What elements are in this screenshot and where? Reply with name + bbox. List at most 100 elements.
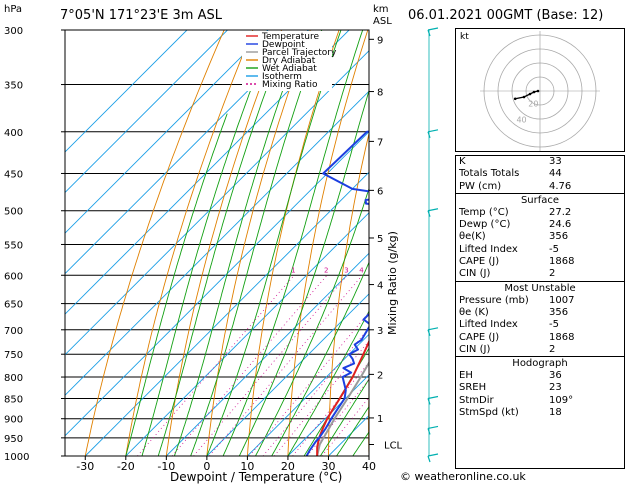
pressure-tick-label: 350 <box>4 81 23 92</box>
hodograph-ring-label: 20 <box>528 100 538 109</box>
indices-table: K 33 Totals Totals 44 PW (cm) 4.76 Surface … <box>455 155 625 469</box>
pressure-tick-label: 500 <box>4 207 23 218</box>
surface-section: Surface Temp (°C) 27.2 Dewp (°C) 24.6 θe(K… <box>456 192 624 281</box>
mu-row: θe (K) 356 <box>459 306 569 318</box>
mixing-ratio-label: 2 <box>324 266 328 274</box>
temperature-series-line <box>316 339 369 456</box>
temperature-tick-label: 30 <box>321 460 335 473</box>
wet-adiabat-line <box>141 89 252 456</box>
hodograph-ring-label: 40 <box>516 115 526 124</box>
mu-row: CIN (J) 2 <box>459 343 556 355</box>
pressure-tick-label: 850 <box>4 394 23 405</box>
km-tick-label: 4 <box>377 281 383 292</box>
pressure-tick-label: 650 <box>4 300 23 311</box>
wet-adiabat-line <box>173 41 301 456</box>
pressure-tick-label: 700 <box>4 326 23 337</box>
summary-row-pw: PW (cm) 4.76 <box>459 180 572 192</box>
wet-adiabat-line <box>336 405 369 456</box>
wind-barb-icon <box>427 395 439 405</box>
hodograph-point <box>532 90 536 94</box>
most-unstable-title: Most Unstable <box>504 282 576 294</box>
wind-barb-icon <box>427 327 439 336</box>
x-axis-label: Dewpoint / Temperature (°C) <box>170 470 342 484</box>
wet-adiabat-line <box>157 63 277 456</box>
date-title: 06.01.2021 00GMT (Base: 12) <box>408 8 603 23</box>
surface-row: CAPE (J) 1868 <box>459 256 575 268</box>
isotherm-line <box>287 374 369 456</box>
wind-barb-icon <box>427 453 439 463</box>
legend-entry-label: Parcel Trajectory <box>262 48 337 58</box>
hodograph-panel: kt 20 40 <box>455 28 625 152</box>
hpa-unit-label: hPa <box>4 4 22 15</box>
dewpoint-series-line <box>305 130 369 456</box>
wet-adiabat-line <box>190 30 323 456</box>
wind-barb-icon <box>427 208 439 217</box>
legend-entry-label: Dewpoint <box>262 40 305 50</box>
mixing-ratio-label: 16 <box>438 266 447 274</box>
temperature-tick-label: 0 <box>203 460 210 473</box>
mixing-ratio-label: 3 <box>344 266 348 274</box>
wind-barb-icon <box>427 27 439 37</box>
isotherm-line <box>65 30 309 275</box>
dry-adiabat-line <box>125 30 254 456</box>
surface-title: Surface <box>520 194 560 206</box>
hodograph-title: Hodograph <box>512 358 568 370</box>
surface-row: CIN (J) 2 <box>459 268 556 280</box>
pressure-tick-label: 400 <box>4 128 23 139</box>
hodo-row: StmDir 109° <box>459 394 574 406</box>
pressure-tick-label: 900 <box>4 415 23 426</box>
legend-box <box>242 31 332 91</box>
isotherm-line <box>206 293 369 456</box>
legend-entry-label: Temperature <box>261 32 319 42</box>
hodograph-point <box>513 97 517 101</box>
mixing-ratio-axis-label: Mixing Ratio (g/kg) <box>386 231 399 335</box>
legend-entry-label: Dry Adiabat <box>262 56 316 66</box>
wet-adiabat-line <box>255 187 369 456</box>
summary-row-totals: Totals Totals 44 <box>459 168 562 180</box>
dry-adiabat-line <box>84 30 225 456</box>
hodo-row: StmSpd (kt) 18 <box>459 407 562 419</box>
km-tick-label: 3 <box>377 326 383 337</box>
mixing-ratio-label: 8 <box>410 266 414 274</box>
temperature-tick-label: 20 <box>281 460 295 473</box>
km-tick-label: 5 <box>377 234 383 245</box>
dry-adiabat-line <box>246 30 340 456</box>
asl-unit-label: ASL <box>373 16 392 27</box>
isotherm-line <box>247 333 369 456</box>
km-tick-label: 8 <box>377 88 383 99</box>
pressure-tick-label: 950 <box>4 434 23 445</box>
mixing-ratio-label: 10 <box>420 266 429 274</box>
summary-row-k: K 33 <box>459 156 562 167</box>
km-tick-label: 6 <box>377 186 383 197</box>
dry-adiabat-line <box>165 30 283 456</box>
dry-adiabat-line <box>206 30 311 456</box>
pressure-tick-label: 550 <box>4 240 23 251</box>
dry-adiabat-line <box>328 131 369 456</box>
most-unstable-section: Most Unstable Pressure (mb) 1007 θe (K) 35… <box>456 280 624 356</box>
legend-entry-label: Wet Adiabat <box>262 64 317 74</box>
surface-row: Lifted Index -5 <box>459 243 559 255</box>
temperature-tick-label: -30 <box>76 460 94 473</box>
hodograph-point <box>536 89 540 93</box>
isotherm-line <box>65 30 350 315</box>
km-tick-label: 7 <box>377 137 383 148</box>
hodo-row: EH 36 <box>459 370 562 382</box>
wet-adiabat-line <box>320 378 369 456</box>
temperature-tick-label: 40 <box>362 460 376 473</box>
mu-row: Pressure (mb) 1007 <box>459 294 575 306</box>
pressure-tick-label: 1000 <box>4 452 29 463</box>
pressure-tick-label: 800 <box>4 373 23 384</box>
pressure-tick-label: 300 <box>4 26 23 37</box>
hodograph-section: Hodograph EH 36 SREH 23 StmDir 109° StmSpd … <box>456 356 624 419</box>
mixing-ratio-line <box>171 275 328 456</box>
footer-credit: © weatheronline.co.uk <box>400 470 526 483</box>
pressure-tick-label: 450 <box>4 169 23 180</box>
mixing-ratio-label: 4 <box>359 266 364 274</box>
surface-row: Temp (°C) 27.2 <box>459 206 572 218</box>
pressure-tick-label: 600 <box>4 271 23 282</box>
hodo-row: SREH 23 <box>459 382 562 394</box>
dry-adiabat-line <box>408 30 455 456</box>
mu-row: Lifted Index -5 <box>459 319 559 331</box>
